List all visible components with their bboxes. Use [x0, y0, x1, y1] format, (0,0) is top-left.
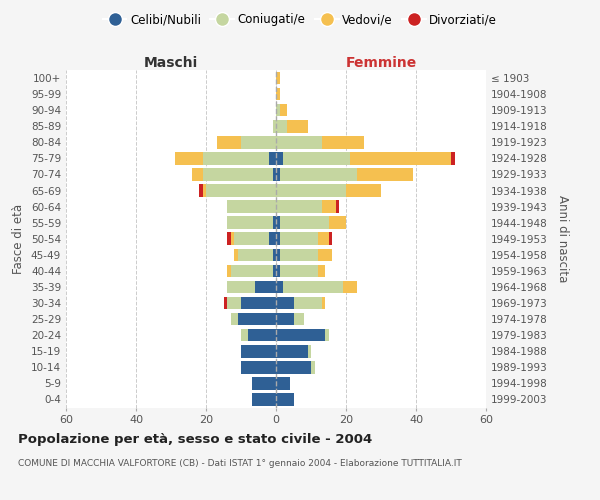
Bar [276, 232, 280, 245]
Bar [269, 232, 276, 245]
Bar [276, 393, 293, 406]
Bar [206, 184, 276, 197]
Bar [272, 120, 276, 132]
Bar [227, 297, 241, 310]
Bar [223, 297, 227, 310]
Bar [318, 264, 325, 277]
Bar [346, 184, 381, 197]
Bar [276, 104, 280, 117]
Bar [280, 248, 318, 261]
Bar [251, 377, 276, 390]
Bar [276, 361, 311, 374]
Bar [238, 313, 276, 326]
Text: COMUNE DI MACCHIA VALFORTORE (CB) - Dati ISTAT 1° gennaio 2004 - Elaborazione TU: COMUNE DI MACCHIA VALFORTORE (CB) - Dati… [18, 459, 462, 468]
Bar [322, 136, 364, 148]
Bar [276, 88, 280, 101]
Bar [272, 168, 276, 180]
Text: Popolazione per età, sesso e stato civile - 2004: Popolazione per età, sesso e stato civil… [18, 432, 372, 446]
Bar [276, 313, 293, 326]
Bar [241, 345, 276, 358]
Bar [318, 232, 329, 245]
Bar [203, 168, 272, 180]
Bar [335, 200, 339, 213]
Bar [283, 280, 343, 293]
Bar [276, 377, 290, 390]
Bar [451, 152, 455, 164]
Bar [280, 216, 329, 229]
Bar [234, 248, 238, 261]
Bar [276, 280, 283, 293]
Bar [272, 264, 276, 277]
Bar [325, 329, 329, 342]
Bar [230, 232, 234, 245]
Y-axis label: Fasce di età: Fasce di età [13, 204, 25, 274]
Bar [227, 232, 230, 245]
Bar [248, 329, 276, 342]
Text: Femmine: Femmine [346, 56, 416, 70]
Bar [308, 345, 311, 358]
Bar [343, 280, 356, 293]
Bar [241, 136, 276, 148]
Bar [276, 248, 280, 261]
Legend: Celibi/Nubili, Coniugati/e, Vedovi/e, Divorziati/e: Celibi/Nubili, Coniugati/e, Vedovi/e, Di… [98, 8, 502, 31]
Bar [293, 297, 322, 310]
Bar [238, 248, 272, 261]
Bar [280, 104, 287, 117]
Bar [203, 184, 206, 197]
Bar [276, 152, 283, 164]
Bar [276, 120, 287, 132]
Bar [356, 168, 413, 180]
Bar [318, 248, 332, 261]
Bar [272, 248, 276, 261]
Bar [199, 184, 203, 197]
Bar [293, 313, 304, 326]
Bar [269, 152, 276, 164]
Bar [329, 216, 346, 229]
Bar [283, 152, 349, 164]
Bar [251, 393, 276, 406]
Bar [280, 168, 356, 180]
Bar [311, 361, 314, 374]
Bar [227, 264, 230, 277]
Bar [276, 72, 280, 85]
Bar [349, 152, 451, 164]
Y-axis label: Anni di nascita: Anni di nascita [556, 195, 569, 282]
Bar [276, 200, 322, 213]
Bar [272, 216, 276, 229]
Bar [322, 200, 335, 213]
Bar [175, 152, 203, 164]
Bar [276, 168, 280, 180]
Bar [241, 297, 276, 310]
Bar [230, 313, 238, 326]
Bar [227, 216, 272, 229]
Bar [329, 232, 332, 245]
Bar [227, 280, 255, 293]
Bar [192, 168, 203, 180]
Bar [241, 329, 248, 342]
Bar [234, 232, 269, 245]
Bar [322, 297, 325, 310]
Bar [241, 361, 276, 374]
Bar [203, 152, 269, 164]
Bar [276, 136, 322, 148]
Bar [230, 264, 272, 277]
Bar [276, 264, 280, 277]
Bar [276, 329, 325, 342]
Bar [276, 184, 346, 197]
Bar [276, 297, 293, 310]
Bar [280, 232, 318, 245]
Bar [217, 136, 241, 148]
Bar [276, 216, 280, 229]
Text: Maschi: Maschi [144, 56, 198, 70]
Bar [276, 345, 308, 358]
Bar [255, 280, 276, 293]
Bar [227, 200, 276, 213]
Bar [287, 120, 308, 132]
Bar [280, 264, 318, 277]
